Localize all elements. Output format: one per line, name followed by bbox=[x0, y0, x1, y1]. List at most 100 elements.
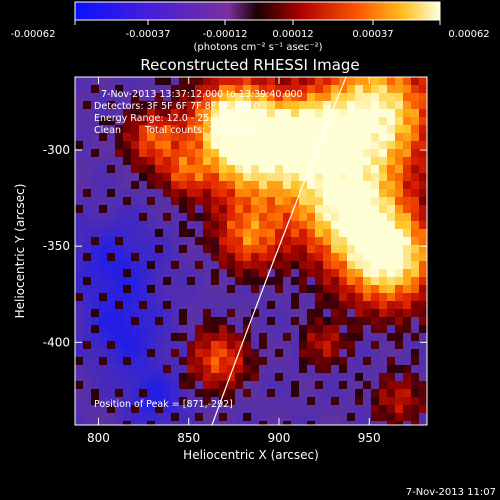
flux-pixel bbox=[419, 285, 427, 293]
flux-pixel bbox=[259, 269, 267, 277]
flux-pixel bbox=[187, 325, 195, 333]
flux-pixel bbox=[115, 421, 123, 425]
flux-pixel bbox=[107, 173, 115, 181]
flux-pixel bbox=[131, 181, 139, 189]
flux-pixel bbox=[363, 141, 371, 149]
y-axis: -300-350-400 bbox=[43, 143, 427, 349]
flux-pixel bbox=[419, 309, 427, 317]
flux-pixel bbox=[307, 245, 315, 253]
flux-pixel bbox=[243, 85, 251, 93]
flux-pixel bbox=[315, 317, 323, 325]
flux-pixel bbox=[275, 365, 283, 373]
flux-pixel bbox=[219, 397, 227, 405]
flux-pixel bbox=[155, 397, 163, 405]
flux-pixel bbox=[387, 165, 395, 173]
flux-pixel bbox=[355, 421, 363, 425]
flux-pixel bbox=[347, 173, 355, 181]
flux-pixel bbox=[123, 421, 131, 425]
flux-pixel bbox=[275, 149, 283, 157]
flux-pixel bbox=[187, 85, 195, 93]
flux-pixel bbox=[355, 173, 363, 181]
flux-pixel bbox=[203, 389, 211, 397]
flux-pixel bbox=[147, 149, 155, 157]
flux-pixel bbox=[395, 221, 403, 229]
flux-pixel bbox=[283, 341, 291, 349]
flux-pixel bbox=[299, 93, 307, 101]
flux-pixel bbox=[395, 317, 403, 325]
flux-pixel bbox=[155, 349, 163, 357]
flux-pixel bbox=[75, 213, 83, 221]
flux-pixel bbox=[107, 205, 115, 213]
flux-pixel bbox=[347, 269, 355, 277]
flux-pixel bbox=[275, 333, 283, 341]
flux-pixel bbox=[179, 181, 187, 189]
flux-pixel bbox=[99, 109, 107, 117]
flux-pixel bbox=[299, 373, 307, 381]
flux-pixel bbox=[155, 109, 163, 117]
flux-pixel bbox=[219, 405, 227, 413]
flux-pixel bbox=[107, 149, 115, 157]
flux-pixel bbox=[379, 269, 387, 277]
flux-pixel bbox=[299, 261, 307, 269]
flux-pixel bbox=[283, 245, 291, 253]
flux-pixel bbox=[147, 333, 155, 341]
flux-pixel bbox=[211, 125, 219, 133]
flux-pixel bbox=[371, 245, 379, 253]
flux-pixel bbox=[147, 317, 155, 325]
flux-pixel bbox=[91, 301, 99, 309]
flux-pixel bbox=[291, 85, 299, 93]
flux-pixel bbox=[331, 325, 339, 333]
flux-pixel bbox=[227, 357, 235, 365]
flux-pixel bbox=[331, 189, 339, 197]
flux-pixel bbox=[387, 357, 395, 365]
flux-pixel bbox=[347, 117, 355, 125]
flux-pixel bbox=[339, 365, 347, 373]
flux-pixel bbox=[291, 141, 299, 149]
flux-pixel bbox=[147, 93, 155, 101]
flux-pixel bbox=[227, 117, 235, 125]
flux-pixel bbox=[195, 277, 203, 285]
flux-pixel bbox=[163, 381, 171, 389]
flux-pixel bbox=[347, 389, 355, 397]
flux-pixel bbox=[307, 373, 315, 381]
flux-pixel bbox=[331, 261, 339, 269]
flux-pixel bbox=[395, 389, 403, 397]
flux-pixel bbox=[387, 325, 395, 333]
flux-pixel bbox=[235, 365, 243, 373]
flux-pixel bbox=[171, 213, 179, 221]
flux-pixel bbox=[251, 421, 259, 425]
flux-pixel bbox=[299, 349, 307, 357]
flux-pixel bbox=[91, 213, 99, 221]
flux-pixel bbox=[267, 117, 275, 125]
flux-pixel bbox=[387, 405, 395, 413]
flux-pixel bbox=[379, 109, 387, 117]
flux-pixel bbox=[155, 269, 163, 277]
flux-pixel bbox=[259, 101, 267, 109]
flux-pixel bbox=[371, 317, 379, 325]
flux-pixel bbox=[107, 293, 115, 301]
flux-pixel bbox=[299, 325, 307, 333]
flux-pixel bbox=[419, 205, 427, 213]
flux-pixel bbox=[387, 301, 395, 309]
flux-pixel bbox=[323, 285, 331, 293]
flux-pixel bbox=[323, 157, 331, 165]
flux-pixel bbox=[107, 237, 115, 245]
flux-pixel bbox=[123, 365, 131, 373]
flux-pixel bbox=[419, 381, 427, 389]
flux-pixel bbox=[283, 181, 291, 189]
flux-pixel bbox=[299, 245, 307, 253]
flux-pixel bbox=[395, 213, 403, 221]
flux-pixel bbox=[251, 221, 259, 229]
flux-pixel bbox=[403, 109, 411, 117]
flux-pixel bbox=[331, 373, 339, 381]
flux-pixel bbox=[251, 157, 259, 165]
flux-pixel bbox=[139, 381, 147, 389]
flux-pixel bbox=[339, 277, 347, 285]
flux-pixel bbox=[275, 181, 283, 189]
flux-pixel bbox=[131, 405, 139, 413]
flux-pixel bbox=[211, 181, 219, 189]
flux-pixel bbox=[243, 389, 251, 397]
image-panel bbox=[75, 77, 427, 425]
flux-pixel bbox=[307, 229, 315, 237]
flux-pixel bbox=[315, 173, 323, 181]
